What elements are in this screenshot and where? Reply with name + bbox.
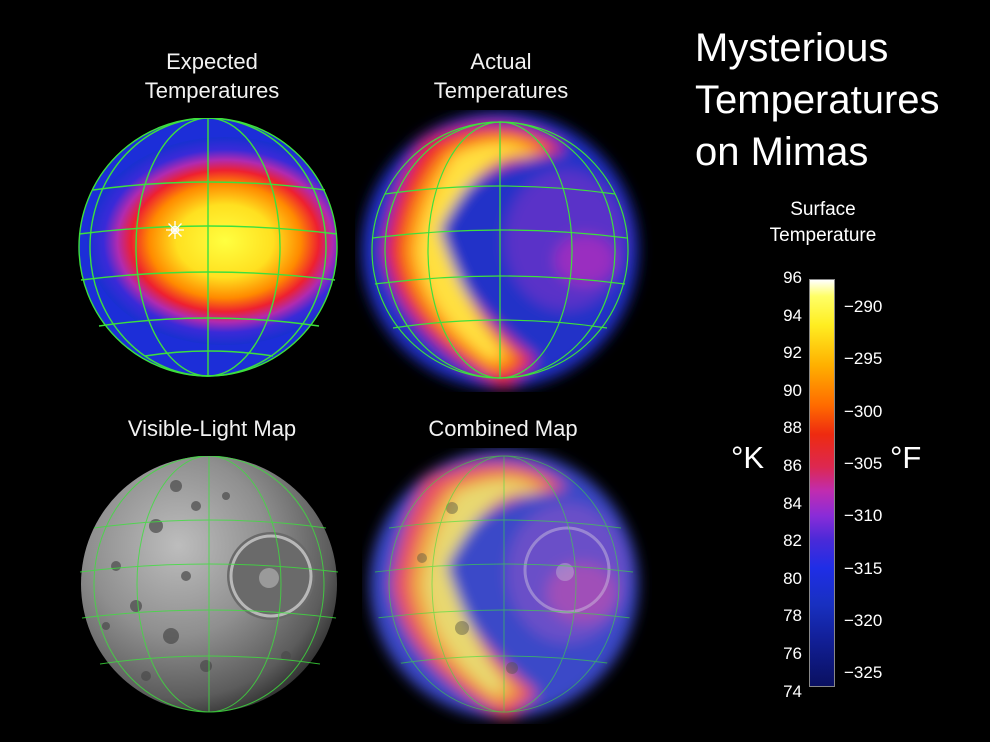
fahrenheit-tick-label: −295 <box>844 349 883 369</box>
kelvin-tick-label: 82 <box>783 531 802 551</box>
kelvin-tick-label: 94 <box>783 305 802 325</box>
kelvin-unit: °K <box>731 440 765 475</box>
fahrenheit-tick-label: −290 <box>844 297 883 316</box>
kelvin-tick-label: 90 <box>783 380 802 400</box>
fahrenheit-tick-label: −300 <box>844 401 883 421</box>
kelvin-tick-label: 92 <box>783 343 802 363</box>
expected-label: Expected Temperatures <box>112 47 312 105</box>
expected-label-line-1: Expected <box>166 49 258 74</box>
title-line-2: Temperatures <box>695 78 940 122</box>
fahrenheit-tick-label: −320 <box>844 610 883 630</box>
actual-label-line-1: Actual <box>470 49 532 74</box>
kelvin-tick-label: 80 <box>783 568 802 588</box>
actual-globe <box>362 112 638 388</box>
kelvin-tick-label: 84 <box>783 493 802 513</box>
expected-label-line-2: Temperatures <box>144 78 280 103</box>
fahrenheit-tick-label: −305 <box>844 453 883 473</box>
sun-icon <box>166 221 184 239</box>
fahrenheit-tick-label: −325 <box>844 663 883 683</box>
combined-label: Combined Map <box>428 416 578 441</box>
title-line-3: on Mimas <box>695 130 869 174</box>
kelvin-tick-label: 88 <box>783 418 802 438</box>
title-line-1: Mysterious <box>695 26 889 70</box>
kelvin-tick-label: 86 <box>783 456 802 475</box>
visible-label: Visible-Light Map <box>127 416 297 441</box>
fahrenheit-unit: °F <box>890 440 922 475</box>
page-title: Mysterious Temperatures on Mimas <box>695 22 940 178</box>
actual-label: Actual Temperatures <box>401 47 601 105</box>
kelvin-tick-label: 78 <box>783 606 802 626</box>
fahrenheit-tick-label: −315 <box>844 558 883 578</box>
fahrenheit-tick-label: −310 <box>844 506 883 526</box>
scale-title-line-2: Temperature <box>769 225 877 246</box>
kelvin-tick-label: 76 <box>783 644 802 663</box>
expected-globe <box>78 118 338 377</box>
combined-globe <box>370 450 638 720</box>
scale-title: Surface Temperature <box>748 197 898 249</box>
visible-light-globe <box>79 456 339 713</box>
kelvin-tick-label: 74 <box>783 681 802 701</box>
kelvin-tick-label: 96 <box>783 268 802 287</box>
scale-title-line-1: Surface <box>790 199 856 220</box>
color-scale-bar <box>809 279 835 687</box>
actual-label-line-2: Temperatures <box>433 78 569 103</box>
